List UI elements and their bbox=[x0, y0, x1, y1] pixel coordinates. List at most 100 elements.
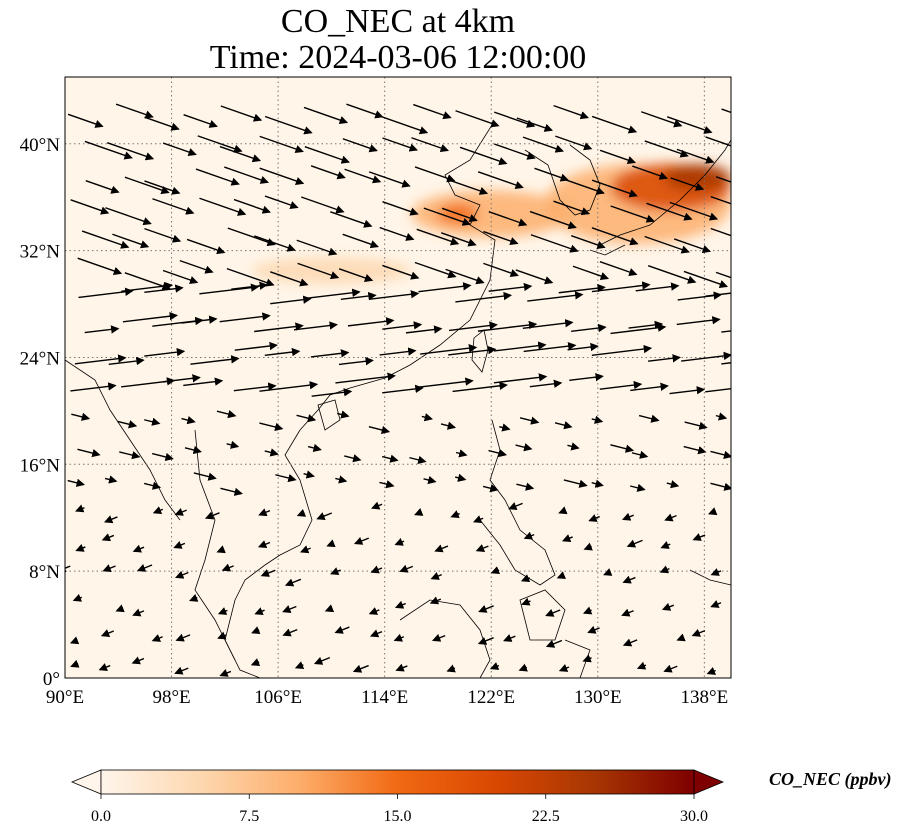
wind-arrow bbox=[521, 597, 531, 606]
wind-arrow bbox=[621, 512, 634, 521]
wind-arrow bbox=[264, 195, 299, 210]
wind-arrow bbox=[423, 475, 437, 485]
wind-arrow bbox=[708, 507, 718, 516]
wind-arrow bbox=[282, 605, 297, 613]
lon-tick-label: 114°E bbox=[361, 687, 408, 708]
wind-arrow bbox=[338, 268, 374, 282]
wind-arrow bbox=[183, 114, 218, 128]
wind-arrow bbox=[646, 202, 693, 221]
wind-arrow bbox=[65, 564, 71, 573]
wind-arrow bbox=[710, 450, 731, 459]
coastlines bbox=[65, 124, 731, 678]
wind-arrow bbox=[499, 423, 511, 432]
wind-arrow bbox=[183, 377, 224, 387]
wind-arrow bbox=[284, 578, 302, 587]
wind-arrow bbox=[144, 116, 180, 131]
wind-arrow bbox=[342, 233, 379, 249]
lat-tick-label: 32°N bbox=[20, 242, 61, 263]
wind-arrow bbox=[558, 664, 570, 672]
colorbar-ticks: 0.0 7.5 15.0 22.5 30.0 bbox=[91, 794, 708, 825]
wind-arrow bbox=[179, 259, 214, 274]
wind-arrow bbox=[193, 472, 217, 481]
wind-arrow bbox=[131, 656, 145, 665]
wind-arrow bbox=[173, 540, 186, 549]
wind-arrow bbox=[684, 421, 708, 430]
wind-arrow bbox=[74, 354, 127, 365]
wind-arrow bbox=[162, 269, 199, 285]
colorbar-body bbox=[100, 769, 695, 795]
wind-arrow bbox=[103, 515, 118, 524]
wind-arrow bbox=[175, 633, 191, 642]
wind-arrow bbox=[264, 448, 279, 457]
wind-arrow bbox=[379, 226, 415, 241]
wind-arrow bbox=[520, 574, 531, 583]
wind-arrow bbox=[488, 282, 533, 292]
wind-arrow bbox=[445, 268, 485, 285]
wind-arrow bbox=[81, 230, 130, 249]
wind-arrow bbox=[151, 634, 163, 642]
wind-arrow bbox=[508, 502, 523, 510]
wind-arrow bbox=[381, 454, 399, 463]
wind-arrow bbox=[534, 167, 569, 182]
wind-arrow bbox=[405, 325, 443, 334]
wind-vectors bbox=[65, 103, 731, 677]
wind-arrow bbox=[705, 387, 731, 393]
wind-arrow bbox=[221, 563, 234, 572]
wind-arrow bbox=[683, 445, 707, 455]
wind-arrow bbox=[477, 171, 524, 190]
wind-arrow bbox=[647, 265, 697, 284]
coastline-indochina bbox=[224, 564, 266, 678]
coastline-borneo bbox=[399, 599, 491, 678]
coastline-myanmar bbox=[65, 359, 181, 521]
wind-arrow bbox=[84, 325, 120, 334]
wind-arrow bbox=[591, 281, 651, 293]
wind-arrow bbox=[556, 571, 567, 580]
lat-tick-label: 24°N bbox=[20, 348, 61, 369]
wind-arrow bbox=[330, 567, 341, 576]
wind-arrow bbox=[368, 290, 420, 300]
colorbar-tick-label: 15.0 bbox=[384, 808, 412, 825]
wind-arrow bbox=[610, 205, 655, 223]
wind-arrow bbox=[344, 454, 362, 463]
wind-arrow bbox=[342, 138, 378, 153]
wind-arrow bbox=[250, 658, 261, 667]
wind-arrow bbox=[710, 600, 722, 608]
wind-arrow bbox=[216, 410, 237, 419]
wind-arrow bbox=[197, 135, 243, 153]
wind-arrow bbox=[379, 480, 395, 489]
wind-arrow bbox=[307, 443, 322, 453]
wind-arrow bbox=[489, 662, 500, 670]
wind-arrow bbox=[571, 323, 607, 333]
wind-arrow bbox=[181, 315, 218, 324]
wind-arrow bbox=[493, 111, 536, 128]
wind-arrow bbox=[582, 606, 593, 615]
wind-arrow bbox=[561, 534, 573, 542]
colorbar-tick-label: 7.5 bbox=[239, 808, 259, 825]
wind-arrow bbox=[660, 541, 671, 549]
wind-arrow bbox=[705, 136, 731, 147]
wind-arrow bbox=[529, 210, 577, 230]
wind-arrow bbox=[347, 317, 395, 327]
wind-arrow bbox=[175, 570, 189, 579]
wind-arrow bbox=[434, 544, 449, 553]
wind-arrow bbox=[303, 470, 315, 479]
wind-arrow bbox=[382, 264, 420, 280]
wind-arrow bbox=[459, 146, 508, 166]
wind-arrow bbox=[478, 604, 494, 613]
wind-arrow bbox=[421, 413, 434, 422]
wind-arrow bbox=[516, 117, 554, 132]
wind-arrow bbox=[628, 320, 664, 330]
co-plume-region bbox=[251, 257, 412, 285]
wind-arrow bbox=[78, 287, 134, 299]
colorbar: 0.0 7.5 15.0 22.5 30.0 bbox=[70, 769, 725, 825]
wind-arrow bbox=[324, 604, 335, 613]
wind-arrow bbox=[409, 455, 427, 464]
wind-arrow bbox=[455, 291, 513, 303]
wind-arrow bbox=[666, 116, 713, 134]
wind-arrow bbox=[352, 664, 369, 673]
wind-arrow bbox=[226, 267, 275, 287]
wind-arrow bbox=[515, 443, 533, 452]
coastline-vietnam bbox=[264, 429, 313, 566]
lon-tick-label: 98°E bbox=[152, 687, 190, 708]
lon-tick-label: 90°E bbox=[46, 687, 84, 708]
